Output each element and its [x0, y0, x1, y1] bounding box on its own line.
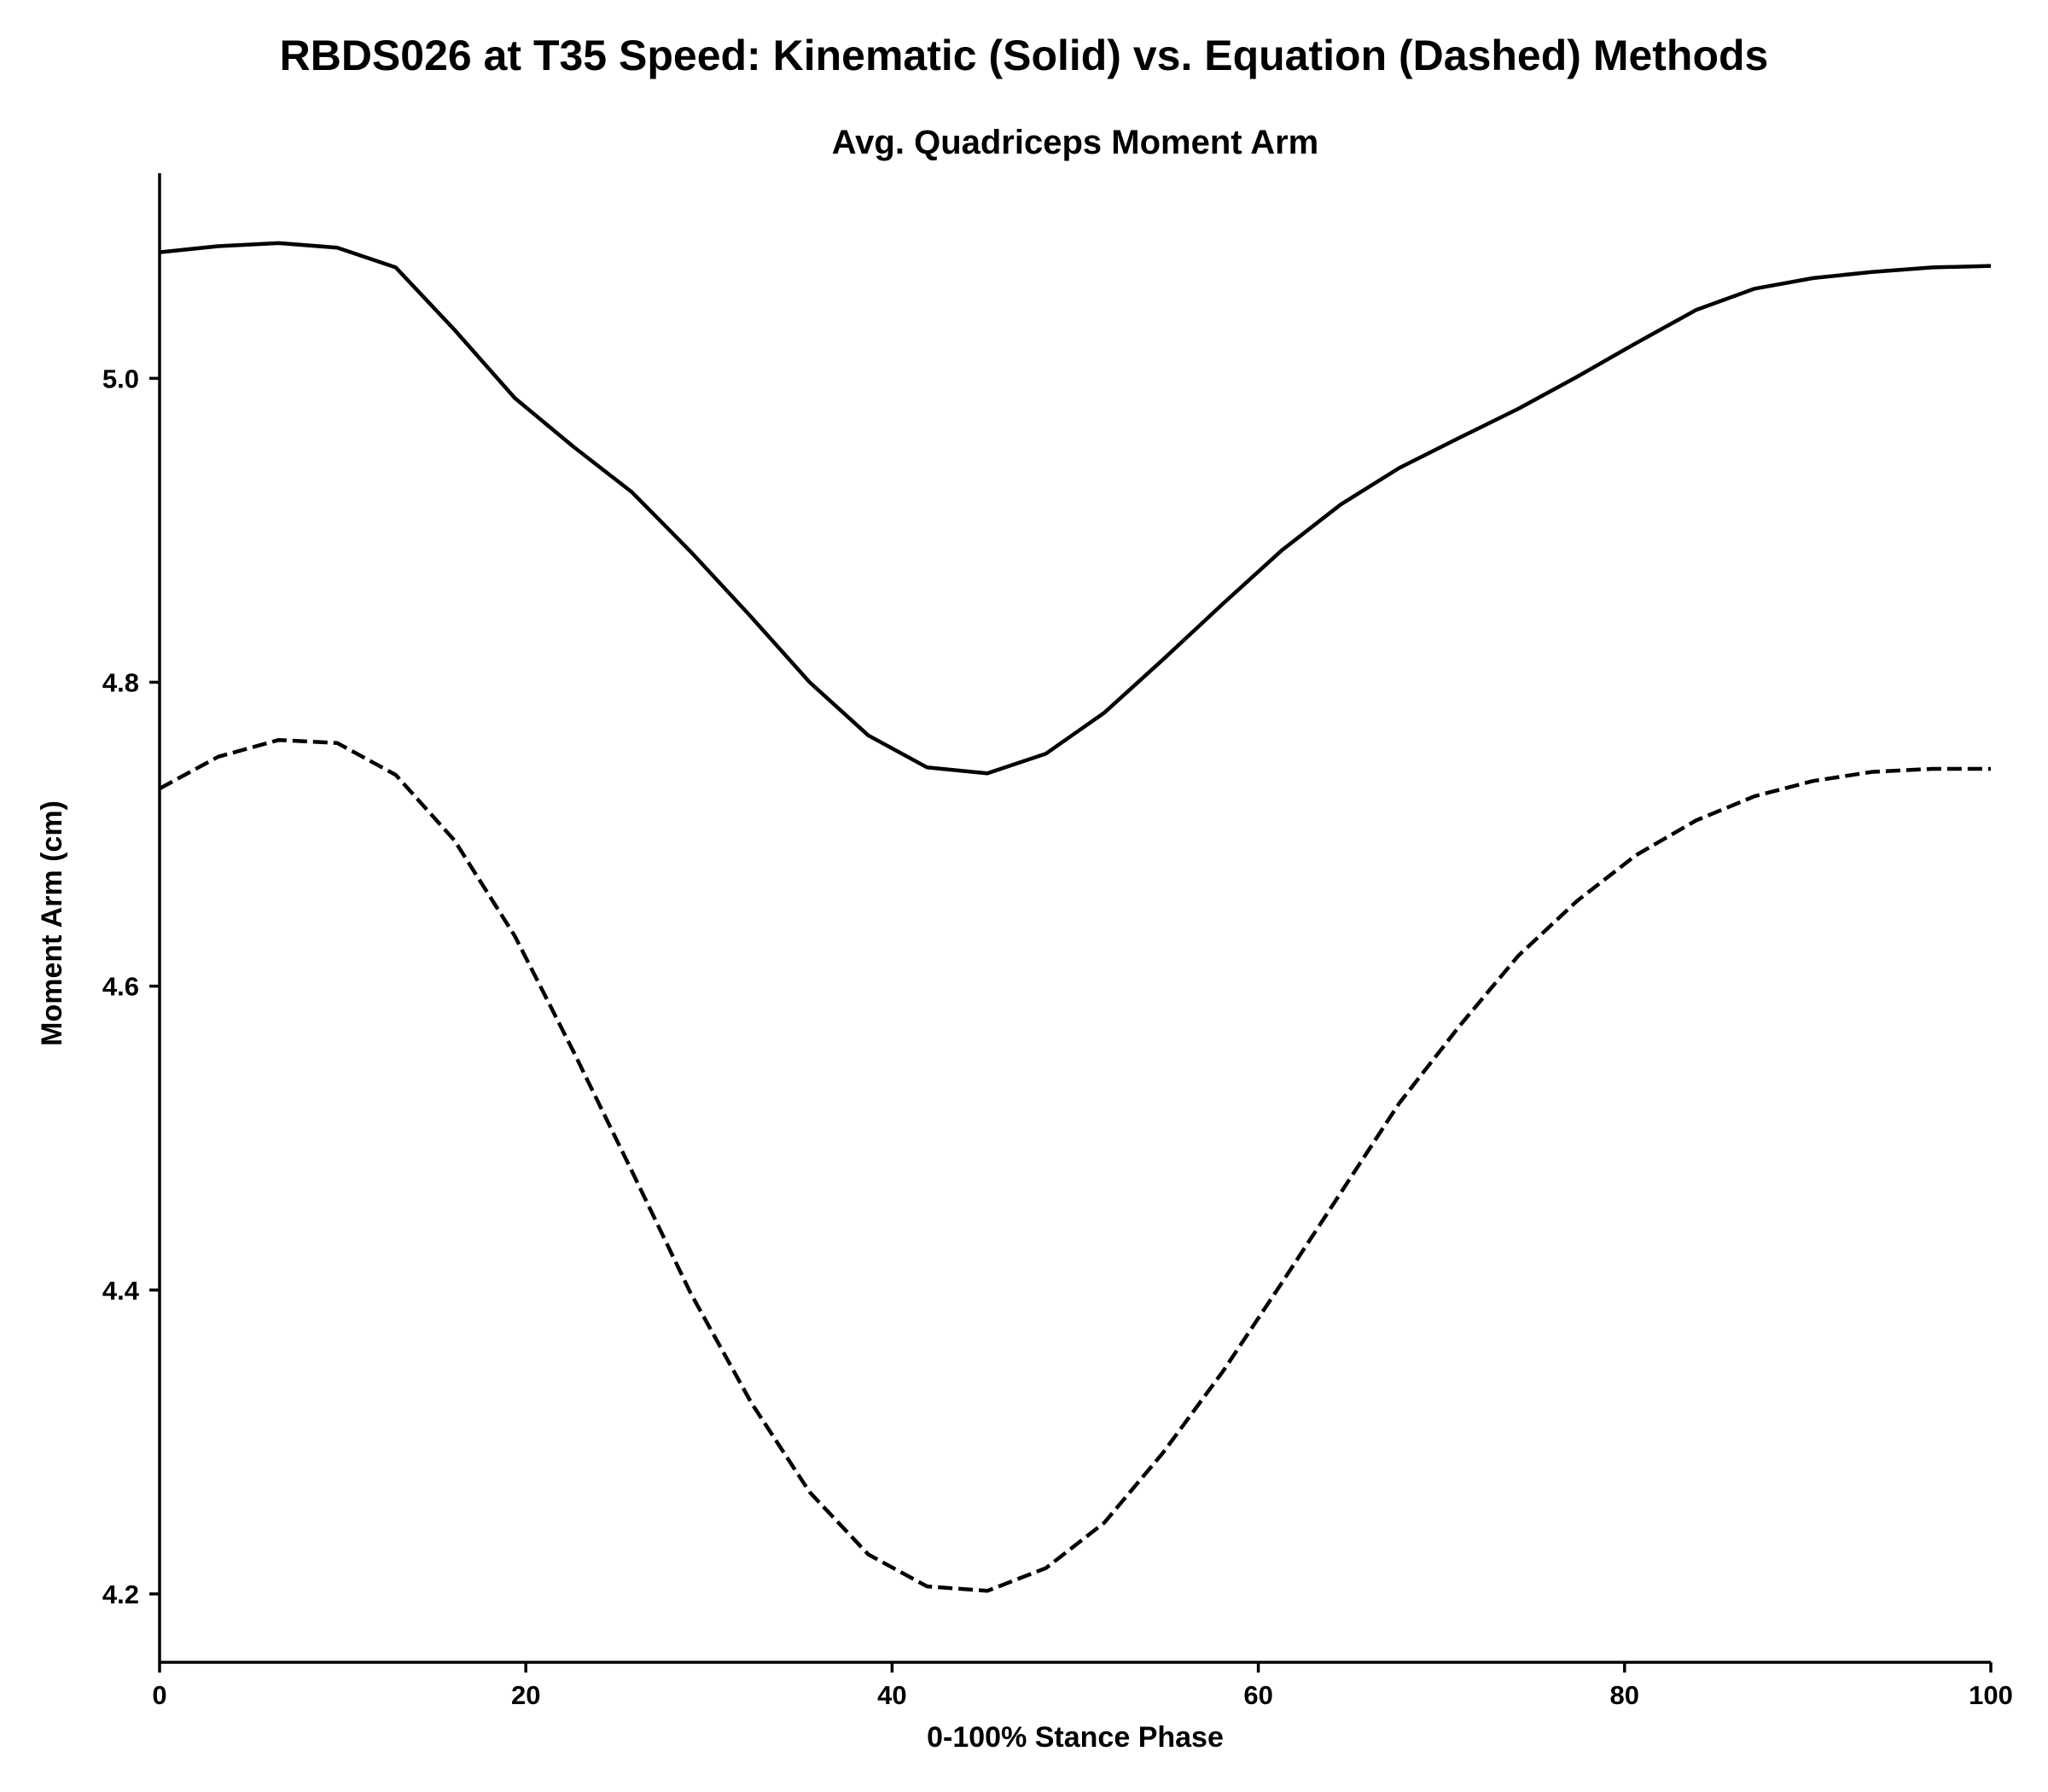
series-line-solid	[159, 241, 1992, 776]
x-tick-label: 80	[1610, 1680, 1639, 1710]
chart-title: Avg. Quadriceps Moment Arm	[832, 124, 1318, 161]
y-tick-label: 4.6	[102, 972, 139, 1002]
x-axis: 0 20 40 60 80 100	[152, 1661, 2013, 1710]
y-tick-label: 4.4	[102, 1276, 140, 1306]
x-tick-label: 60	[1243, 1680, 1272, 1710]
series-layer	[158, 241, 1992, 1593]
x-tick-label: 0	[152, 1680, 166, 1710]
x-tick-label: 40	[877, 1680, 906, 1710]
x-tick-label: 20	[511, 1680, 540, 1710]
x-tick-label: 100	[1969, 1680, 2013, 1710]
y-tick-label: 4.2	[102, 1580, 139, 1609]
x-axis-label: 0-100% Stance Phase	[927, 1721, 1224, 1754]
y-tick-label: 5.0	[102, 364, 139, 393]
y-axis: 4.2 4.4 4.6 4.8 5.0	[102, 173, 161, 1662]
y-axis-label: Moment Arm (cm)	[36, 800, 68, 1046]
figure-title: RBDS026 at T35 Speed: Kinematic (Solid) …	[280, 32, 1769, 79]
series-line-dashed	[158, 737, 1991, 1593]
y-tick-label: 4.8	[102, 668, 139, 698]
